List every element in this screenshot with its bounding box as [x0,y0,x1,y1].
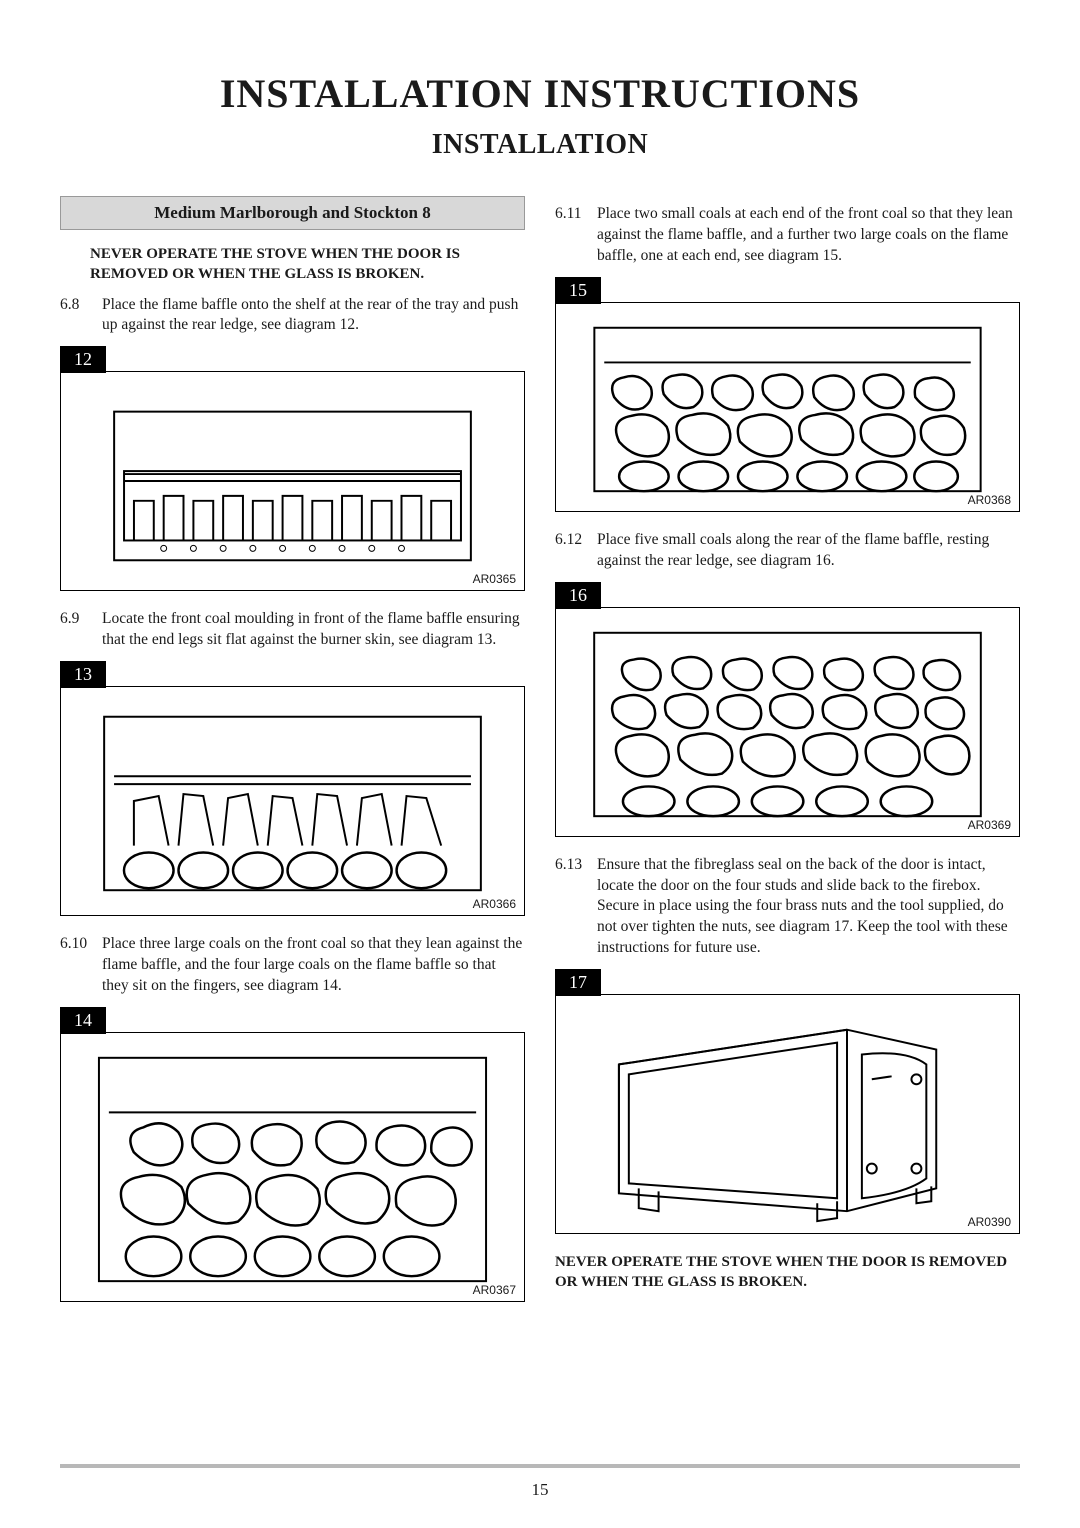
diagram-label: 15 [555,277,601,304]
diagram-label: 14 [60,1007,106,1034]
diagram-box: AR0365 [60,371,525,591]
diagram-16: 16 [555,582,1020,837]
step-number: 6.11 [555,204,597,267]
diagram-label: 13 [60,661,106,688]
coals-placed-icon [61,1033,524,1301]
warning-bottom: NEVER OPERATE THE STOVE WHEN THE DOOR IS… [555,1252,1020,1293]
stove-door-icon [556,995,1019,1233]
section-header: Medium Marlborough and Stockton 8 [60,196,525,230]
step-6-9: 6.9 Locate the front coal moulding in fr… [60,609,525,651]
step-number: 6.13 [555,855,597,960]
step-text: Place three large coals on the front coa… [102,934,525,997]
diagram-box: AR0390 [555,994,1020,1234]
step-number: 6.10 [60,934,102,997]
diagram-14: 14 [60,1007,525,1302]
step-text: Place five small coals along the rear of… [597,530,1020,572]
diagram-ref: AR0367 [473,1283,516,1297]
warning-top: NEVER OPERATE THE STOVE WHEN THE DOOR IS… [90,244,525,285]
diagram-box: AR0366 [60,686,525,916]
left-column: Medium Marlborough and Stockton 8 NEVER … [60,196,525,1320]
page-number: 15 [0,1480,1080,1500]
diagram-ref: AR0369 [968,818,1011,832]
step-6-10: 6.10 Place three large coals on the fron… [60,934,525,997]
diagram-ref: AR0390 [968,1215,1011,1229]
step-text: Place the flame baffle onto the shelf at… [102,295,525,337]
right-column: 6.11 Place two small coals at each end o… [555,196,1020,1320]
main-title: INSTALLATION INSTRUCTIONS [60,70,1020,117]
step-text: Place two small coals at each end of the… [597,204,1020,267]
diagram-15: 15 [555,277,1020,512]
stove-baffle-icon [61,372,524,590]
diagram-12: 12 [60,346,525,591]
diagram-box: AR0367 [60,1032,525,1302]
diagram-label: 12 [60,346,106,373]
step-text: Ensure that the fibreglass seal on the b… [597,855,1020,960]
diagram-ref: AR0365 [473,572,516,586]
step-6-12: 6.12 Place five small coals along the re… [555,530,1020,572]
footer-rule [60,1464,1020,1468]
coals-rear-icon [556,608,1019,836]
content-columns: Medium Marlborough and Stockton 8 NEVER … [60,196,1020,1320]
step-number: 6.9 [60,609,102,651]
diagram-label: 17 [555,969,601,996]
diagram-13: 13 [60,661,525,916]
step-6-11: 6.11 Place two small coals at each end o… [555,204,1020,267]
coal-moulding-icon [61,687,524,915]
step-number: 6.12 [555,530,597,572]
diagram-ref: AR0368 [968,493,1011,507]
diagram-box: AR0369 [555,607,1020,837]
step-text: Locate the front coal moulding in front … [102,609,525,651]
step-6-13: 6.13 Ensure that the fibreglass seal on … [555,855,1020,960]
diagram-ref: AR0366 [473,897,516,911]
diagram-label: 16 [555,582,601,609]
diagram-box: AR0368 [555,302,1020,512]
step-number: 6.8 [60,295,102,337]
step-6-8: 6.8 Place the flame baffle onto the shel… [60,295,525,337]
diagram-17: 17 [555,969,1020,1234]
sub-title: INSTALLATION [60,129,1020,161]
coals-end-icon [556,303,1019,511]
